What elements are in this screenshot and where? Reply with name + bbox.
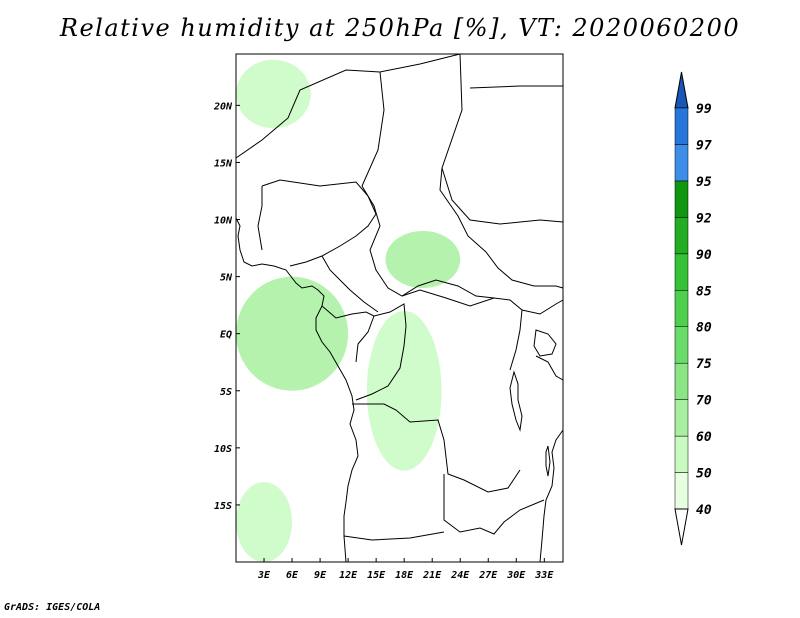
colorbar-swatch bbox=[674, 399, 689, 437]
map-frame bbox=[235, 53, 564, 563]
colorbar-label: 95 bbox=[696, 175, 712, 190]
x-tick-label: 21E bbox=[422, 570, 442, 581]
colorbar-label: 70 bbox=[696, 394, 712, 409]
colorbar-label: 60 bbox=[696, 430, 712, 445]
humid-region-0 bbox=[235, 276, 349, 391]
y-tick-label: 15N bbox=[214, 158, 233, 169]
chart-title: Relative humidity at 250hPa [%], VT: 202… bbox=[59, 14, 741, 42]
colorbar-swatch bbox=[674, 326, 689, 364]
colorbar-swatch bbox=[674, 144, 689, 182]
y-tick-label: EQ bbox=[220, 330, 232, 341]
y-tick-label: 5S bbox=[220, 387, 232, 398]
y-tick-label: 10S bbox=[214, 444, 232, 455]
colorbar-label: 97 bbox=[696, 138, 712, 153]
x-tick-label: 9E bbox=[314, 570, 327, 581]
colorbar-swatch bbox=[674, 362, 689, 400]
humid-region-4 bbox=[236, 482, 293, 562]
colorbar-swatch bbox=[674, 435, 689, 473]
credit-label: GrADS: IGES/COLA bbox=[4, 602, 101, 613]
y-tick-label: 20N bbox=[213, 101, 233, 112]
x-tick-label: 15E bbox=[367, 570, 386, 581]
colorbar-label: 80 bbox=[696, 321, 712, 336]
colorbar-label: 75 bbox=[696, 357, 712, 372]
x-tick-label: 27E bbox=[478, 570, 498, 581]
y-tick-label: 5N bbox=[220, 273, 233, 284]
y-tick-label: 10N bbox=[214, 216, 233, 227]
colorbar-swatch bbox=[674, 472, 689, 510]
colorbar-swatch bbox=[674, 290, 689, 327]
humid-region-2 bbox=[366, 310, 442, 471]
y-tick-label: 15S bbox=[214, 501, 232, 512]
x-tick-label: 6E bbox=[286, 570, 299, 581]
colorbar-swatch bbox=[674, 180, 689, 218]
x-tick-label: 12E bbox=[339, 570, 358, 581]
colorbar-top-arrow bbox=[674, 71, 689, 109]
colorbar-swatch bbox=[674, 217, 689, 255]
colorbar-swatch bbox=[674, 253, 689, 291]
humid-region-3 bbox=[236, 59, 311, 129]
colorbar: 40 50 60 70 75 80 85 90 92 95 97 99 bbox=[674, 71, 712, 546]
x-tick-label: 24E bbox=[450, 570, 470, 581]
colorbar-label: 40 bbox=[696, 503, 712, 518]
colorbar-label: 85 bbox=[696, 284, 712, 299]
x-tick-label: 18E bbox=[395, 570, 414, 581]
x-tick-label: 3E bbox=[257, 570, 271, 581]
y-axis: 20N 15N 10N 5N EQ 5S 10S 15S bbox=[213, 101, 240, 512]
x-tick-label: 30E bbox=[506, 570, 526, 581]
x-tick-label: 33E bbox=[534, 570, 554, 581]
colorbar-label: 50 bbox=[696, 467, 712, 482]
colorbar-label: 99 bbox=[696, 102, 712, 117]
coastlines-and-borders bbox=[235, 53, 564, 563]
humidity-field bbox=[235, 59, 461, 562]
colorbar-bottom-arrow bbox=[674, 508, 689, 546]
x-axis: 3E 6E 9E 12E 15E 18E 21E 24E 27E 30E 33E bbox=[257, 558, 554, 581]
colorbar-label: 92 bbox=[696, 211, 712, 226]
colorbar-swatch bbox=[674, 107, 689, 145]
humid-region-1 bbox=[385, 230, 461, 289]
colorbar-label: 90 bbox=[696, 248, 712, 263]
